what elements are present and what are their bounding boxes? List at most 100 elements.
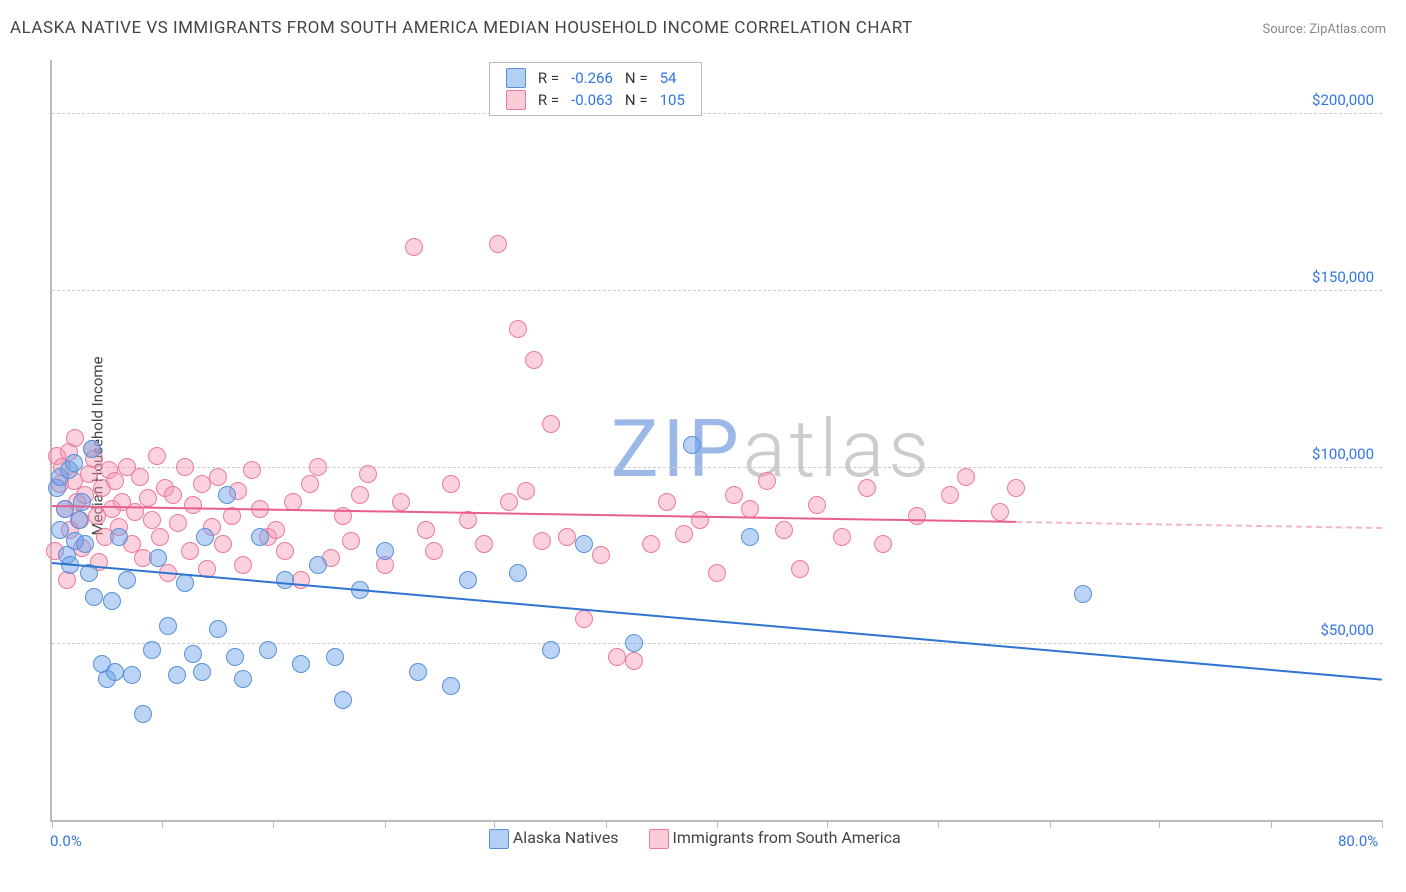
data-point (575, 610, 593, 628)
data-point (234, 556, 252, 574)
data-point (106, 663, 124, 681)
data-point (957, 468, 975, 486)
data-point (575, 535, 593, 553)
data-point (359, 465, 377, 483)
data-point (169, 514, 187, 532)
legend-swatch (649, 829, 669, 849)
data-point (558, 528, 576, 546)
stat-value: 54 (654, 67, 691, 89)
x-tick-mark (162, 820, 163, 828)
data-point (725, 486, 743, 504)
data-point (351, 486, 369, 504)
data-point (226, 648, 244, 666)
x-tick-mark (273, 820, 274, 828)
data-point (134, 705, 152, 723)
data-point (159, 617, 177, 635)
data-point (218, 486, 236, 504)
chart-title: ALASKA NATIVE VS IMMIGRANTS FROM SOUTH A… (10, 18, 913, 38)
data-point (184, 645, 202, 663)
x-tick-mark (606, 820, 607, 828)
data-point (66, 429, 84, 447)
data-point (292, 655, 310, 673)
data-point (209, 468, 227, 486)
data-point (110, 528, 128, 546)
correlation-row: R =-0.266N =54 (500, 67, 691, 89)
data-point (409, 663, 427, 681)
data-point (442, 677, 460, 695)
gridline (52, 643, 1382, 644)
data-point (1074, 585, 1092, 603)
legend-item: Immigrants from South America (649, 828, 901, 849)
data-point (176, 458, 194, 476)
x-tick-mark (827, 820, 828, 828)
data-point (243, 461, 261, 479)
data-point (392, 493, 410, 511)
stat-value: -0.266 (565, 67, 619, 89)
data-point (509, 564, 527, 582)
data-point (459, 571, 477, 589)
data-point (267, 521, 285, 539)
data-point (708, 564, 726, 582)
data-point (85, 588, 103, 606)
stat-label: R = (532, 89, 565, 111)
data-point (991, 503, 1009, 521)
data-point (533, 532, 551, 550)
data-point (214, 535, 232, 553)
correlation-legend: R =-0.266N =54R =-0.063N =105 (489, 62, 702, 116)
data-point (143, 641, 161, 659)
data-point (196, 528, 214, 546)
x-tick-mark (494, 820, 495, 828)
data-point (442, 475, 460, 493)
y-tick-label: $50,000 (1284, 621, 1374, 639)
gridline (52, 113, 1382, 114)
data-point (309, 556, 327, 574)
data-point (525, 351, 543, 369)
data-point (489, 235, 507, 253)
data-point (542, 641, 560, 659)
plot-area: ZIPatlas $50,000$100,000$150,000$200,000… (50, 60, 1382, 822)
data-point (123, 666, 141, 684)
data-point (608, 648, 626, 666)
trend-line (52, 505, 1016, 523)
data-point (118, 571, 136, 589)
data-point (70, 511, 88, 529)
data-point (259, 641, 277, 659)
data-point (376, 542, 394, 560)
legend-swatch (506, 90, 526, 110)
gridline (52, 290, 1382, 291)
legend-swatch (506, 68, 526, 88)
data-point (858, 479, 876, 497)
data-point (1007, 479, 1025, 497)
data-point (658, 493, 676, 511)
data-point (148, 447, 166, 465)
data-point (251, 528, 269, 546)
x-tick-label: 80.0% (1338, 832, 1378, 850)
data-point (131, 468, 149, 486)
data-point (149, 549, 167, 567)
data-point (151, 528, 169, 546)
data-point (874, 535, 892, 553)
data-point (76, 535, 94, 553)
data-point (592, 546, 610, 564)
legend-item: Alaska Natives (489, 828, 619, 849)
stat-label: N = (619, 89, 654, 111)
data-point (83, 440, 101, 458)
x-tick-mark (717, 820, 718, 828)
source-label: Source: ZipAtlas.com (1262, 22, 1386, 37)
data-point (276, 571, 294, 589)
trend-line (1016, 521, 1382, 529)
data-point (625, 634, 643, 652)
data-point (691, 511, 709, 529)
data-point (234, 670, 252, 688)
data-point (276, 542, 294, 560)
data-point (164, 486, 182, 504)
data-point (758, 472, 776, 490)
data-point (625, 652, 643, 670)
data-point (941, 486, 959, 504)
data-point (405, 238, 423, 256)
data-point (334, 691, 352, 709)
y-tick-label: $150,000 (1284, 268, 1374, 286)
stat-label: R = (532, 67, 565, 89)
data-point (509, 320, 527, 338)
data-point (833, 528, 851, 546)
